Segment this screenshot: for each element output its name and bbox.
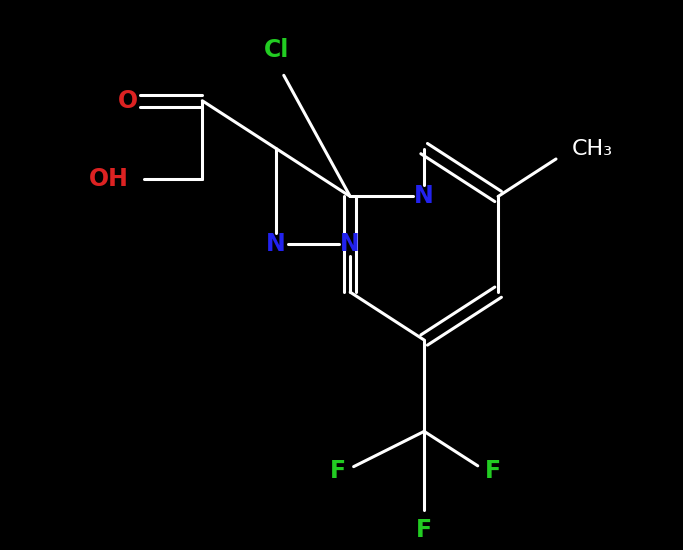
Text: F: F <box>485 459 501 482</box>
Text: F: F <box>416 519 432 542</box>
Text: F: F <box>330 459 346 482</box>
Text: O: O <box>118 89 139 113</box>
Text: N: N <box>266 232 286 256</box>
Text: Cl: Cl <box>264 37 289 62</box>
Text: N: N <box>415 184 434 208</box>
Text: OH: OH <box>89 167 128 191</box>
Text: N: N <box>340 232 360 256</box>
Text: CH₃: CH₃ <box>572 139 613 158</box>
